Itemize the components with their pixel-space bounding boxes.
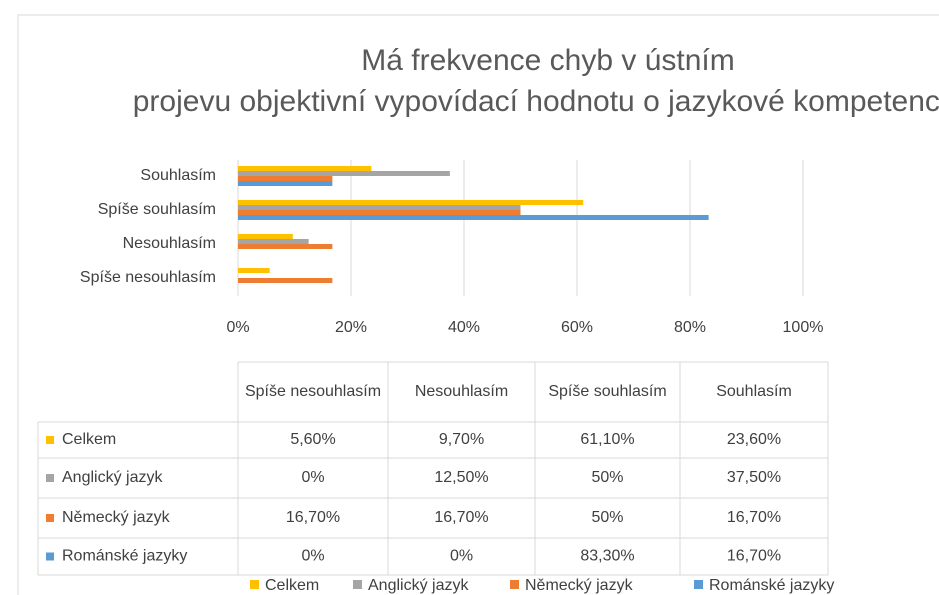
table-row-label: Celkem [62,431,116,448]
table-header: Nesouhlasím [415,383,508,400]
table-cell: 12,50% [434,469,488,486]
legend-key [353,580,362,589]
table-header: Souhlasím [716,383,792,400]
table-cell: 16,70% [286,509,340,526]
table-cell: 16,70% [727,548,781,565]
legend-label: Románské jazyky [709,577,834,594]
table-cell: 0% [301,548,324,565]
bar [238,171,450,176]
x-tick-label: 60% [561,319,593,336]
x-tick-label: 0% [226,319,249,336]
y-tick-label: Souhlasím [140,167,216,184]
table-cell: 16,70% [727,509,781,526]
legend-key [510,580,519,589]
table-legend-key [46,474,54,482]
table-header: Spíše nesouhlasím [245,383,381,400]
table-row-label: Románské jazyky [62,548,187,565]
bar [238,181,333,186]
legend-key [250,580,259,589]
table-cell: 9,70% [439,431,484,448]
x-tick-label: 40% [448,319,480,336]
table-cell: 16,70% [434,509,488,526]
table-legend-key [46,436,54,444]
y-tick-label: Spíše nesouhlasím [80,269,216,286]
legend-label: Celkem [265,577,319,594]
y-tick-label: Spíše souhlasím [98,201,216,218]
table-row-label: Německý jazyk [62,509,171,526]
bar [238,244,333,249]
table-header: Spíše souhlasím [548,383,666,400]
table-cell: 0% [301,469,324,486]
table-cell: 61,10% [580,431,634,448]
table-cell: 50% [591,469,623,486]
x-tick-label: 80% [674,319,706,336]
bar [238,215,709,220]
bar [238,239,309,244]
table-cell: 83,30% [580,548,634,565]
table-row-label: Anglický jazyk [62,469,163,486]
bar [238,200,584,205]
legend-key [694,580,703,589]
y-tick-label: Nesouhlasím [123,235,216,252]
bar [238,268,270,273]
x-tick-label: 100% [783,319,824,336]
table-cell: 0% [450,548,473,565]
x-tick-label: 20% [335,319,367,336]
table-legend-key [46,552,54,561]
bar [238,166,372,171]
bar [238,176,333,181]
bar [238,205,521,210]
chart-title: Má frekvence chyb v ústním projevu objekt… [133,44,939,118]
legend-label: Anglický jazyk [368,577,469,594]
table-legend-key [46,514,54,522]
legend-label: Německý jazyk [525,577,634,594]
table-cell: 37,50% [727,469,781,486]
bar [238,278,333,283]
table-cell: 23,60% [727,431,781,448]
bar [238,234,293,239]
table-cell: 50% [591,509,623,526]
table-cell: 5,60% [290,431,335,448]
bar [238,210,521,215]
